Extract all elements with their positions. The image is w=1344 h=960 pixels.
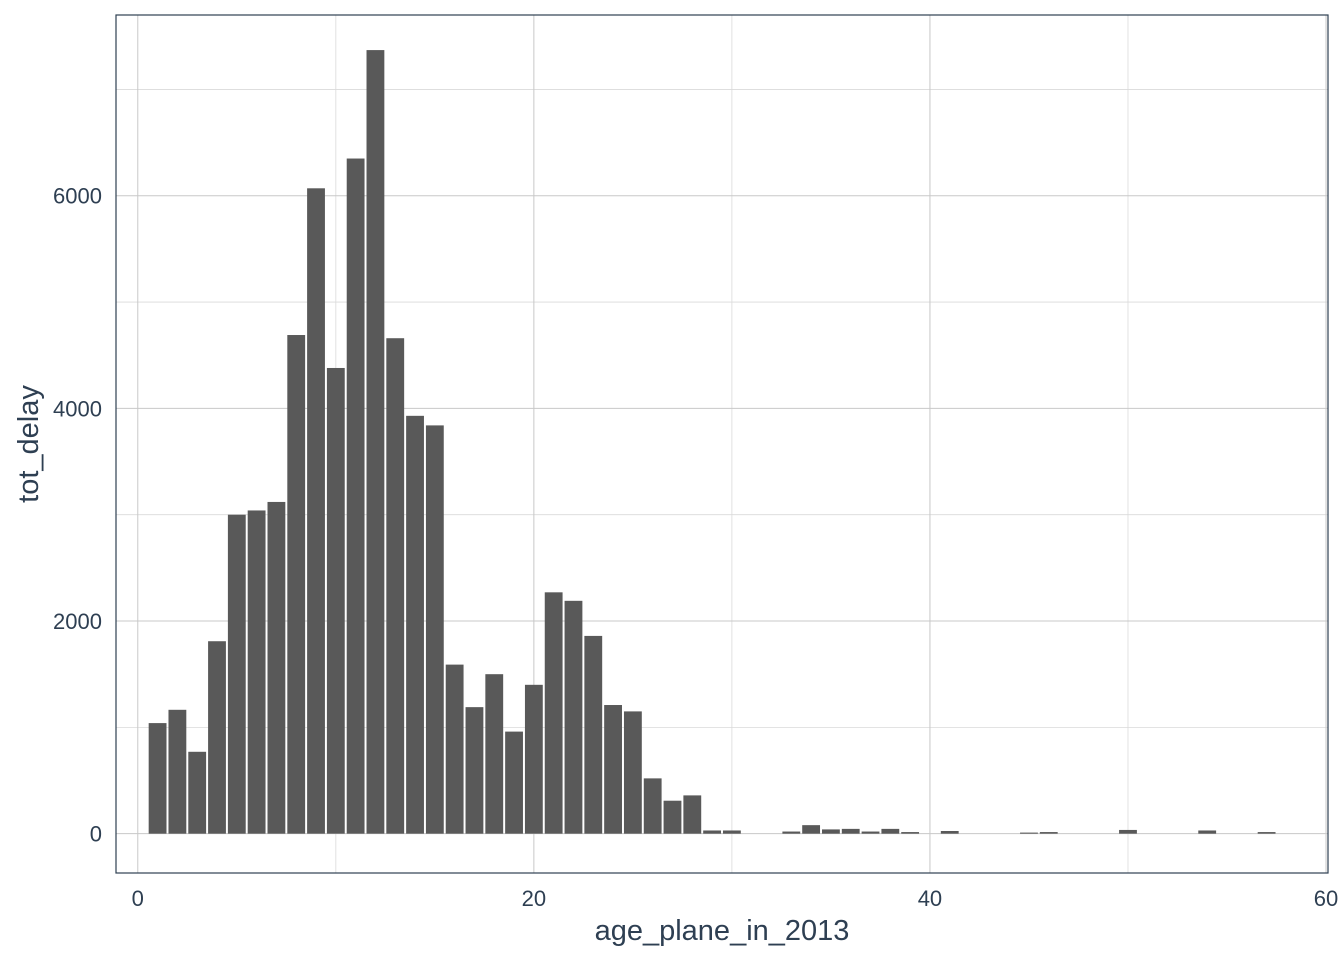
bar <box>1198 830 1217 834</box>
y-tick-label: 4000 <box>53 396 102 421</box>
bar <box>366 50 385 834</box>
bar <box>445 664 464 834</box>
bar <box>1039 832 1058 834</box>
x-tick-label: 60 <box>1314 886 1338 911</box>
bar <box>663 800 682 834</box>
bar <box>425 425 444 834</box>
y-axis-ticks: 0 2000 4000 6000 <box>53 184 102 847</box>
bar <box>307 188 325 834</box>
bar <box>564 600 583 834</box>
bar <box>802 825 821 834</box>
bar <box>188 751 207 834</box>
bar <box>208 641 226 834</box>
bar <box>505 731 523 834</box>
bar <box>168 709 187 834</box>
x-tick-label: 0 <box>132 886 144 911</box>
bar <box>485 674 504 834</box>
bar <box>524 684 543 834</box>
y-tick-label: 6000 <box>53 184 102 209</box>
bar <box>901 832 920 834</box>
bar <box>346 158 365 834</box>
bar <box>722 830 741 834</box>
bar <box>881 828 900 834</box>
y-tick-label: 0 <box>90 822 102 847</box>
bar <box>604 705 622 834</box>
x-tick-label: 40 <box>918 886 942 911</box>
x-axis-ticks: 0 20 40 60 <box>132 886 1339 911</box>
bar <box>227 514 246 834</box>
x-tick-label: 20 <box>522 886 546 911</box>
bar <box>287 335 306 834</box>
bar <box>643 778 662 834</box>
bar <box>406 415 424 834</box>
bar <box>623 711 642 834</box>
bar <box>822 829 840 834</box>
bar <box>861 831 880 834</box>
bar <box>247 510 266 834</box>
bar <box>683 795 702 834</box>
bar <box>841 828 860 834</box>
panel-border <box>115 14 1329 874</box>
bar <box>940 831 959 834</box>
bar <box>782 831 801 834</box>
bar <box>703 830 722 834</box>
bar <box>1257 832 1276 834</box>
bar <box>584 635 603 834</box>
bar <box>465 707 484 834</box>
bar <box>1119 829 1137 834</box>
y-axis-title: tot_delay <box>13 385 45 503</box>
bar <box>1020 832 1038 834</box>
x-axis-title: age_plane_in_2013 <box>595 915 850 947</box>
bar <box>148 723 167 834</box>
bar <box>267 501 286 834</box>
bar <box>544 592 563 834</box>
bars <box>148 50 1276 834</box>
bar <box>326 367 345 834</box>
y-tick-label: 2000 <box>53 609 102 634</box>
bar <box>386 338 405 834</box>
